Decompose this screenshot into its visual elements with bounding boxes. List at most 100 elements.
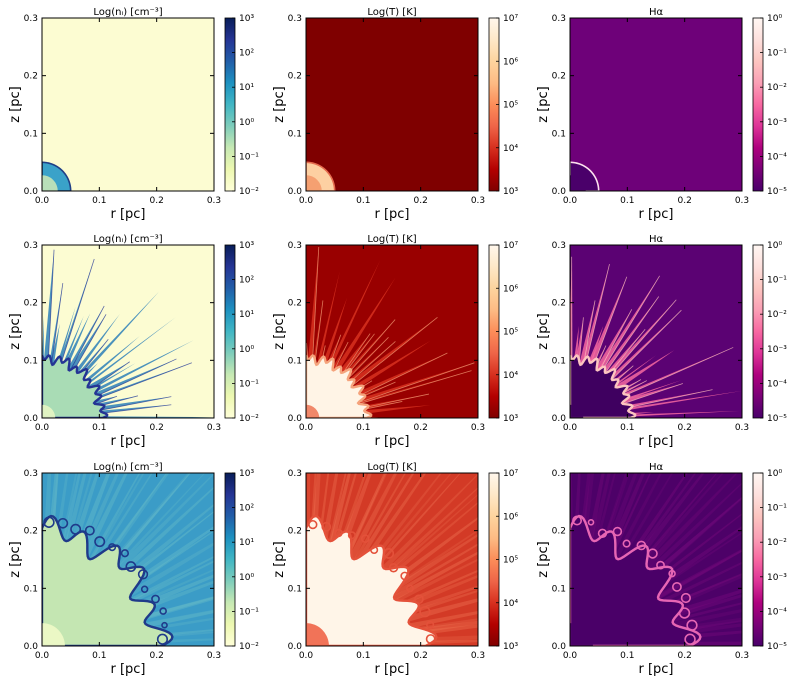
plot-frame xyxy=(305,244,479,419)
ray-spike xyxy=(378,494,478,583)
ray-spike xyxy=(622,473,688,567)
plot-frame xyxy=(41,472,215,647)
y-tick-label: 0.2 xyxy=(24,299,38,309)
ray-spike xyxy=(80,336,140,387)
colorbar-tick-label: 10⁰ xyxy=(767,241,782,251)
y-axis-label: z [pc] xyxy=(536,313,551,350)
panel-r2c0: 0.0 0.1 0.2 0.3 0.0 0.1 0.2 0.3 Log(nᵢ) [cm⁻³] r … xyxy=(8,462,259,677)
ray-spike xyxy=(631,473,718,573)
panel-title: Log(nᵢ) [cm⁻³] xyxy=(93,462,162,473)
colorbar-tick-label: 10⁴ xyxy=(503,371,518,381)
colorbar-tick-label: 10³ xyxy=(239,241,254,251)
colorbar-tick-label: 10⁻² xyxy=(239,642,259,652)
ray-spike xyxy=(62,473,87,553)
y-tick-label: 0.0 xyxy=(552,642,567,652)
ray-spike xyxy=(641,497,742,585)
y-axis-label: z [pc] xyxy=(536,541,551,578)
colorbar-tick-label: 10⁻⁴ xyxy=(767,379,787,389)
panel-title: Log(T) [K] xyxy=(367,7,416,18)
colorbar-tick-label: 10⁻³ xyxy=(767,345,787,355)
panel-title: Hα xyxy=(649,234,664,245)
ray-spike xyxy=(638,482,742,582)
ray-spike xyxy=(127,555,214,603)
panel-title: Log(T) [K] xyxy=(367,234,416,245)
colorbar-tick-label: 10⁶ xyxy=(503,512,518,522)
front-finger xyxy=(587,518,595,526)
front-finger xyxy=(383,548,395,559)
x-tick-label: 0.2 xyxy=(414,196,428,206)
x-axis-label: r [pc] xyxy=(638,434,673,449)
plot-frame xyxy=(41,244,215,419)
ray-spike xyxy=(588,473,611,552)
x-axis-label: r [pc] xyxy=(110,662,145,677)
front-finger xyxy=(120,549,130,558)
spike-edge xyxy=(607,309,682,384)
y-tick-label: 0.2 xyxy=(552,527,566,537)
x-tick-label: 0.1 xyxy=(92,651,106,661)
ray-spike xyxy=(102,473,191,574)
y-tick-label: 0.1 xyxy=(24,584,38,594)
ray-spike xyxy=(593,309,632,375)
front-finger xyxy=(597,528,608,538)
inner-core xyxy=(570,623,593,646)
ray-spike xyxy=(135,596,214,622)
x-tick-label: 0.3 xyxy=(735,423,749,433)
plot-area xyxy=(42,245,214,418)
x-tick-label: 0.3 xyxy=(471,423,485,433)
panel-r1c0: 0.0 0.1 0.2 0.3 0.0 0.1 0.2 0.3 Log(nᵢ) [cm⁻³] r … xyxy=(8,234,259,449)
ray-spike xyxy=(388,543,478,599)
y-tick-label: 0.1 xyxy=(288,356,302,366)
ray-spike xyxy=(71,314,120,379)
y-tick-label: 0.0 xyxy=(552,187,567,197)
y-tick-label: 0.2 xyxy=(288,527,302,537)
ray-spike xyxy=(610,355,656,389)
colorbar-tick-label: 10⁴ xyxy=(503,144,518,154)
front-finger xyxy=(612,526,623,537)
ray-spike xyxy=(48,283,63,368)
colorbar-tick-label: 10³ xyxy=(503,187,518,197)
front-finger xyxy=(686,619,698,631)
ray-spike xyxy=(111,486,214,583)
inner-core xyxy=(306,623,329,646)
ray-spike xyxy=(75,291,160,382)
ray-spike xyxy=(136,609,214,630)
ray-spike xyxy=(664,602,742,625)
ray-spike xyxy=(401,611,478,630)
y-tick-label: 0.2 xyxy=(288,72,302,82)
colorbar-tick-label: 10⁰ xyxy=(767,469,782,479)
ray-spike xyxy=(617,473,674,564)
plot-frame xyxy=(569,17,743,192)
panel-title: Log(T) [K] xyxy=(367,462,416,473)
x-tick-label: 0.2 xyxy=(414,651,428,661)
colorbar-tick-label: 10¹ xyxy=(239,310,254,320)
colorbar-tick-label: 10² xyxy=(239,49,254,59)
colorbar-tick-label: 10⁻¹ xyxy=(767,276,787,286)
colorbar-tick-label: 10⁻⁴ xyxy=(767,152,787,162)
panel-r0c1: 0.0 0.1 0.2 0.3 0.0 0.1 0.2 0.3 Log(T) [K] r [pc]… xyxy=(272,7,518,222)
plot-area xyxy=(42,473,214,646)
ionized-bubble xyxy=(570,514,702,646)
front-finger xyxy=(622,539,631,548)
y-tick-label: 0.3 xyxy=(288,469,302,479)
panel-title: Hα xyxy=(649,7,664,18)
plot-frame xyxy=(569,244,743,419)
colorbar-tick-label: 10⁻² xyxy=(239,187,259,197)
ray-spike xyxy=(620,390,742,412)
front-finger xyxy=(156,633,169,645)
colorbar-tick-label: 10⁻⁵ xyxy=(767,642,787,652)
colorbar-tick-label: 10⁷ xyxy=(503,14,518,24)
background-field xyxy=(570,18,742,191)
x-axis-label: r [pc] xyxy=(374,207,409,222)
y-tick-label: 0.1 xyxy=(552,129,566,139)
ray-spike xyxy=(320,297,348,371)
ray-spike xyxy=(601,329,646,381)
front-finger xyxy=(137,569,149,580)
inner-core xyxy=(42,623,65,646)
front-finger xyxy=(406,584,414,593)
ray-spike xyxy=(399,598,478,624)
front-finger xyxy=(572,515,583,526)
ray-spike xyxy=(355,473,415,565)
plot-area xyxy=(306,245,478,418)
ray-spike xyxy=(331,473,357,553)
colorbar xyxy=(224,472,236,647)
